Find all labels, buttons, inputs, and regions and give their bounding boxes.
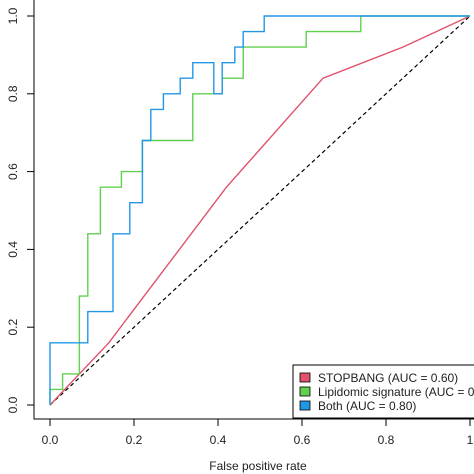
x-tick-label: 0.2 — [126, 433, 143, 447]
series-layer — [49, 15, 471, 406]
series-line-2 — [49, 15, 470, 405]
y-axis: 0.0 0.2 0.4 0.6 0.8 1.0 — [6, 7, 35, 413]
x-axis-title: False positive rate — [209, 459, 307, 473]
y-tick-label: 0.8 — [6, 85, 20, 102]
series-line-0 — [49, 15, 471, 406]
legend-box — [292, 364, 474, 419]
y-tick-label: 0.6 — [6, 163, 20, 180]
x-tick-label: 0.6 — [294, 433, 311, 447]
legend-swatch — [299, 386, 311, 397]
x-tick-label: 0.0 — [42, 433, 59, 447]
reference-diagonal — [49, 15, 471, 406]
legend-entry-label: STOPBANG (AUC = 0.60) — [318, 371, 458, 385]
y-tick-label: 0.4 — [6, 241, 20, 258]
legend-swatch — [299, 400, 311, 411]
legend-swatch — [299, 372, 311, 383]
legend-entry-label: Both (AUC = 0.80) — [318, 399, 416, 413]
x-tick-label: 0.4 — [210, 433, 227, 447]
y-tick-label: 0.2 — [6, 319, 20, 336]
legend: STOPBANG (AUC = 0.60)Lipidomic signature… — [292, 364, 474, 419]
x-axis: 0.0 0.2 0.4 0.6 0.8 1 — [42, 418, 474, 447]
legend-entry-label: Lipidomic signature (AUC = 0.7 — [318, 385, 474, 399]
y-tick-label: 0.0 — [6, 396, 20, 413]
y-tick-label: 1.0 — [6, 7, 20, 24]
x-tick-label: 1 — [467, 433, 474, 447]
x-tick-label: 0.8 — [378, 433, 395, 447]
